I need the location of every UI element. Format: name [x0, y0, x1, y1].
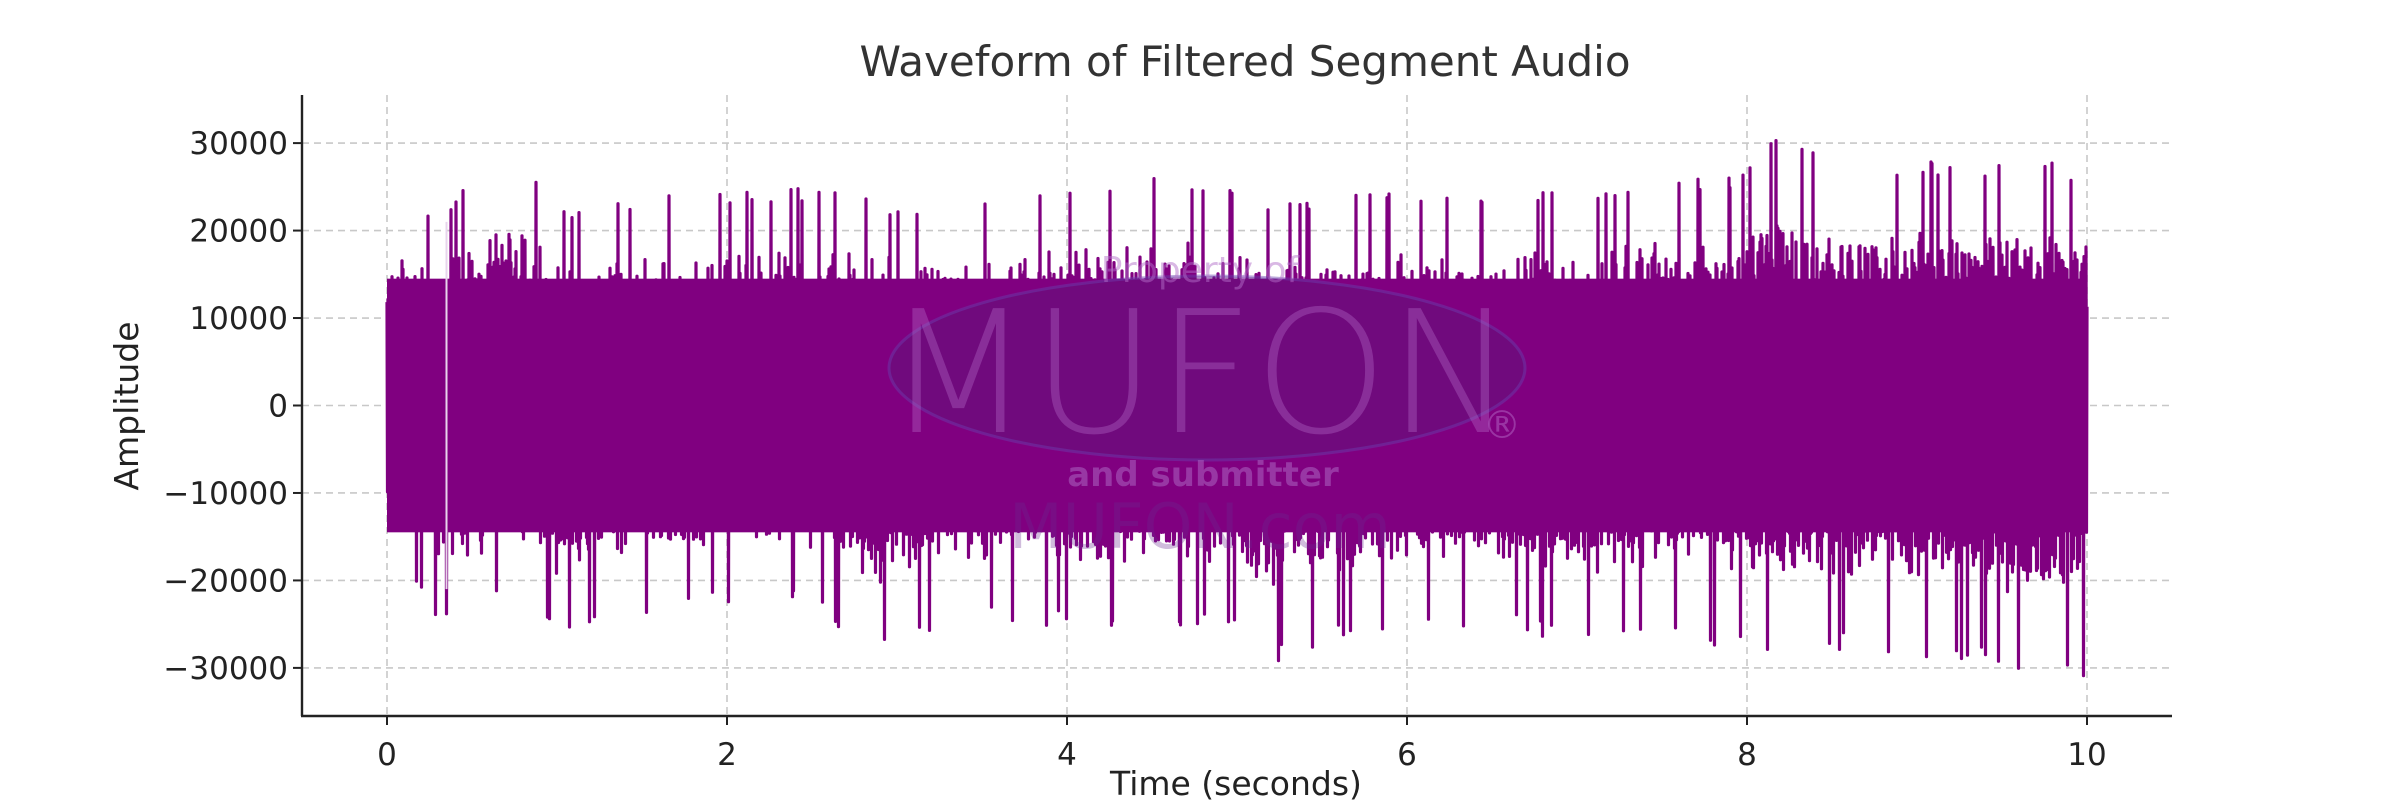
waveform-line — [385, 139, 2089, 678]
x-tick-label: 10 — [2067, 737, 2106, 773]
y-tick-label: 20000 — [189, 214, 288, 250]
watermark-url-text: MUFON.com — [1009, 490, 1391, 563]
watermark-brand-text: MUFON — [885, 275, 1515, 473]
x-tick-label: 6 — [1397, 737, 1417, 773]
watermark-ellipse — [887, 274, 1527, 462]
watermark-submitter-text: and submitter — [1067, 455, 1339, 495]
y-axis-label: Amplitude — [107, 321, 146, 490]
y-tick-label: −10000 — [163, 476, 288, 512]
y-tick-label: −30000 — [163, 651, 288, 687]
x-tick-label: 8 — [1737, 737, 1757, 773]
x-tick-label: 4 — [1057, 737, 1077, 773]
x-tick-label: 0 — [377, 737, 397, 773]
chart-title: Waveform of Filtered Segment Audio — [859, 37, 1630, 86]
y-tick-label: 10000 — [189, 301, 288, 337]
mufon-watermark: Property of MUFON ® and submitter MUFON.… — [885, 250, 1527, 563]
watermark-registered-mark: ® — [1483, 403, 1521, 447]
y-tick-label: 0 — [268, 389, 288, 425]
y-tick-label: −20000 — [163, 563, 288, 599]
watermark-property-text: Property of — [1101, 250, 1301, 291]
axis-ticks: 0 2 4 6 8 10 30000 20000 10000 0 −10000 −20000 −3000… — [163, 126, 2106, 773]
waveform-series — [385, 139, 2089, 678]
x-axis-label: Time (seconds) — [1109, 764, 1362, 800]
x-tick-label: 2 — [717, 737, 737, 773]
y-tick-label: 30000 — [189, 126, 288, 162]
